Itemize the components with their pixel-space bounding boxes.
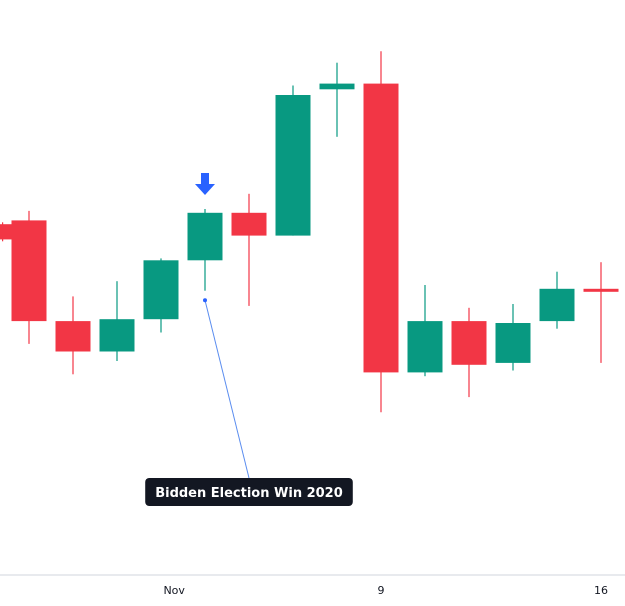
candle (407, 285, 443, 377)
candle-body (55, 321, 91, 352)
annotation-box[interactable] (145, 478, 353, 506)
candle-body (99, 319, 135, 352)
candle-body (143, 260, 179, 320)
annotation-leader-line (204, 300, 250, 479)
annotation-anchor-dot (203, 298, 207, 303)
candle (231, 193, 267, 306)
time-axis: Nov 9 16 (163, 584, 608, 597)
candle (319, 62, 355, 137)
candle-body (319, 83, 355, 90)
candle-body (451, 321, 487, 365)
candle-body (583, 288, 619, 292)
candle-body (539, 288, 575, 322)
down-arrow-icon (195, 173, 215, 195)
candle (451, 307, 487, 398)
candle-body (187, 212, 223, 261)
x-tick-label: 16 (594, 584, 608, 597)
x-tick-label: 9 (378, 584, 385, 597)
candle (99, 281, 135, 361)
candle (187, 209, 223, 291)
candle-body (275, 95, 311, 236)
candle (143, 258, 179, 333)
candle (275, 85, 311, 236)
candle-body (495, 323, 531, 363)
candle-body (363, 83, 399, 373)
candles-group (0, 51, 619, 413)
candle-body (407, 321, 443, 373)
annotation-layer: Bidden Election Win 2020 (145, 298, 353, 506)
candle (539, 271, 575, 329)
marker-layer (195, 173, 215, 195)
candle (11, 210, 47, 344)
candle (495, 304, 531, 371)
candle (55, 296, 91, 375)
candle (363, 51, 399, 413)
annotation-label: Bidden Election Win 2020 (155, 486, 343, 501)
candle-body (231, 212, 267, 236)
x-tick-label: Nov (163, 584, 185, 597)
candle-body (11, 220, 47, 322)
candle (583, 262, 619, 363)
